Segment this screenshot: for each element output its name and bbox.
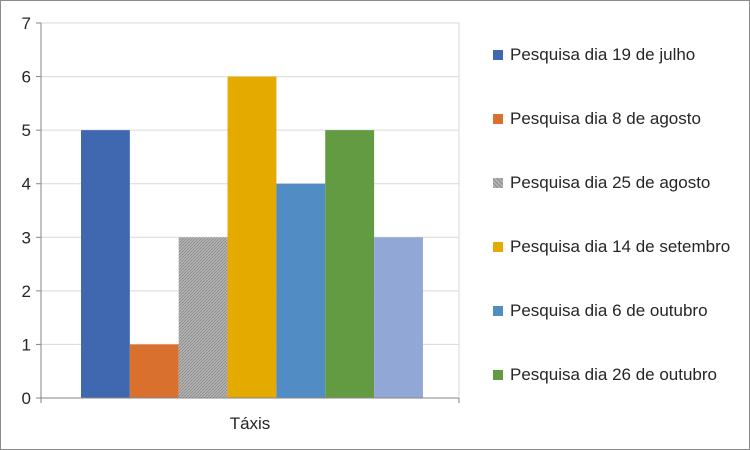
y-tick-label: 2: [22, 282, 31, 301]
legend-item: Pesquisa dia 14 de setembro: [493, 235, 743, 299]
chart-legend: Pesquisa dia 19 de julho Pesquisa dia 8 d…: [493, 43, 743, 427]
bar-series-4: [227, 76, 277, 399]
legend-label: Pesquisa dia 14 de setembro: [510, 237, 731, 256]
x-category-label: Táxis: [230, 414, 271, 433]
legend-swatch: [493, 306, 503, 316]
y-tick-label: 6: [22, 68, 31, 87]
legend-item: Pesquisa dia 25 de agosto: [493, 171, 743, 235]
y-tick-label: 7: [22, 14, 31, 33]
bars: [81, 76, 423, 399]
y-tick-label: 4: [22, 175, 31, 194]
legend-label: Pesquisa dia 26 de outubro: [510, 365, 717, 384]
y-tick-label: 0: [22, 389, 31, 408]
legend-label: Pesquisa dia 19 de julho: [510, 45, 696, 64]
bar-series-7: [374, 237, 423, 398]
legend-swatch: [493, 178, 503, 188]
legend-item: Pesquisa dia 19 de julho: [493, 43, 743, 107]
legend-item: Pesquisa dia 26 de outubro: [493, 363, 743, 427]
tick-labels: 0 1 2 3 4 5 6 7 Táxis: [22, 14, 271, 433]
bar-series-6: [325, 130, 375, 398]
bar-series-2: [129, 344, 179, 398]
legend-item: Pesquisa dia 6 de outubro: [493, 299, 743, 363]
axes: [36, 22, 460, 403]
legend-label: Pesquisa dia 8 de agosto: [510, 109, 701, 128]
y-tick-label: 5: [22, 121, 31, 140]
legend-label: Pesquisa dia 25 de agosto: [510, 173, 711, 192]
bar-series-3: [178, 237, 228, 398]
legend-swatch: [493, 114, 503, 124]
legend-swatch: [493, 370, 503, 380]
y-tick-label: 3: [22, 228, 31, 247]
bar-series-5: [276, 183, 326, 398]
legend-label: Pesquisa dia 6 de outubro: [510, 301, 708, 320]
legend-swatch: [493, 242, 503, 252]
legend-item: Pesquisa dia 8 de agosto: [493, 107, 743, 171]
legend-swatch: [493, 50, 503, 60]
y-tick-label: 1: [22, 335, 31, 354]
bar-series-1: [81, 130, 130, 398]
